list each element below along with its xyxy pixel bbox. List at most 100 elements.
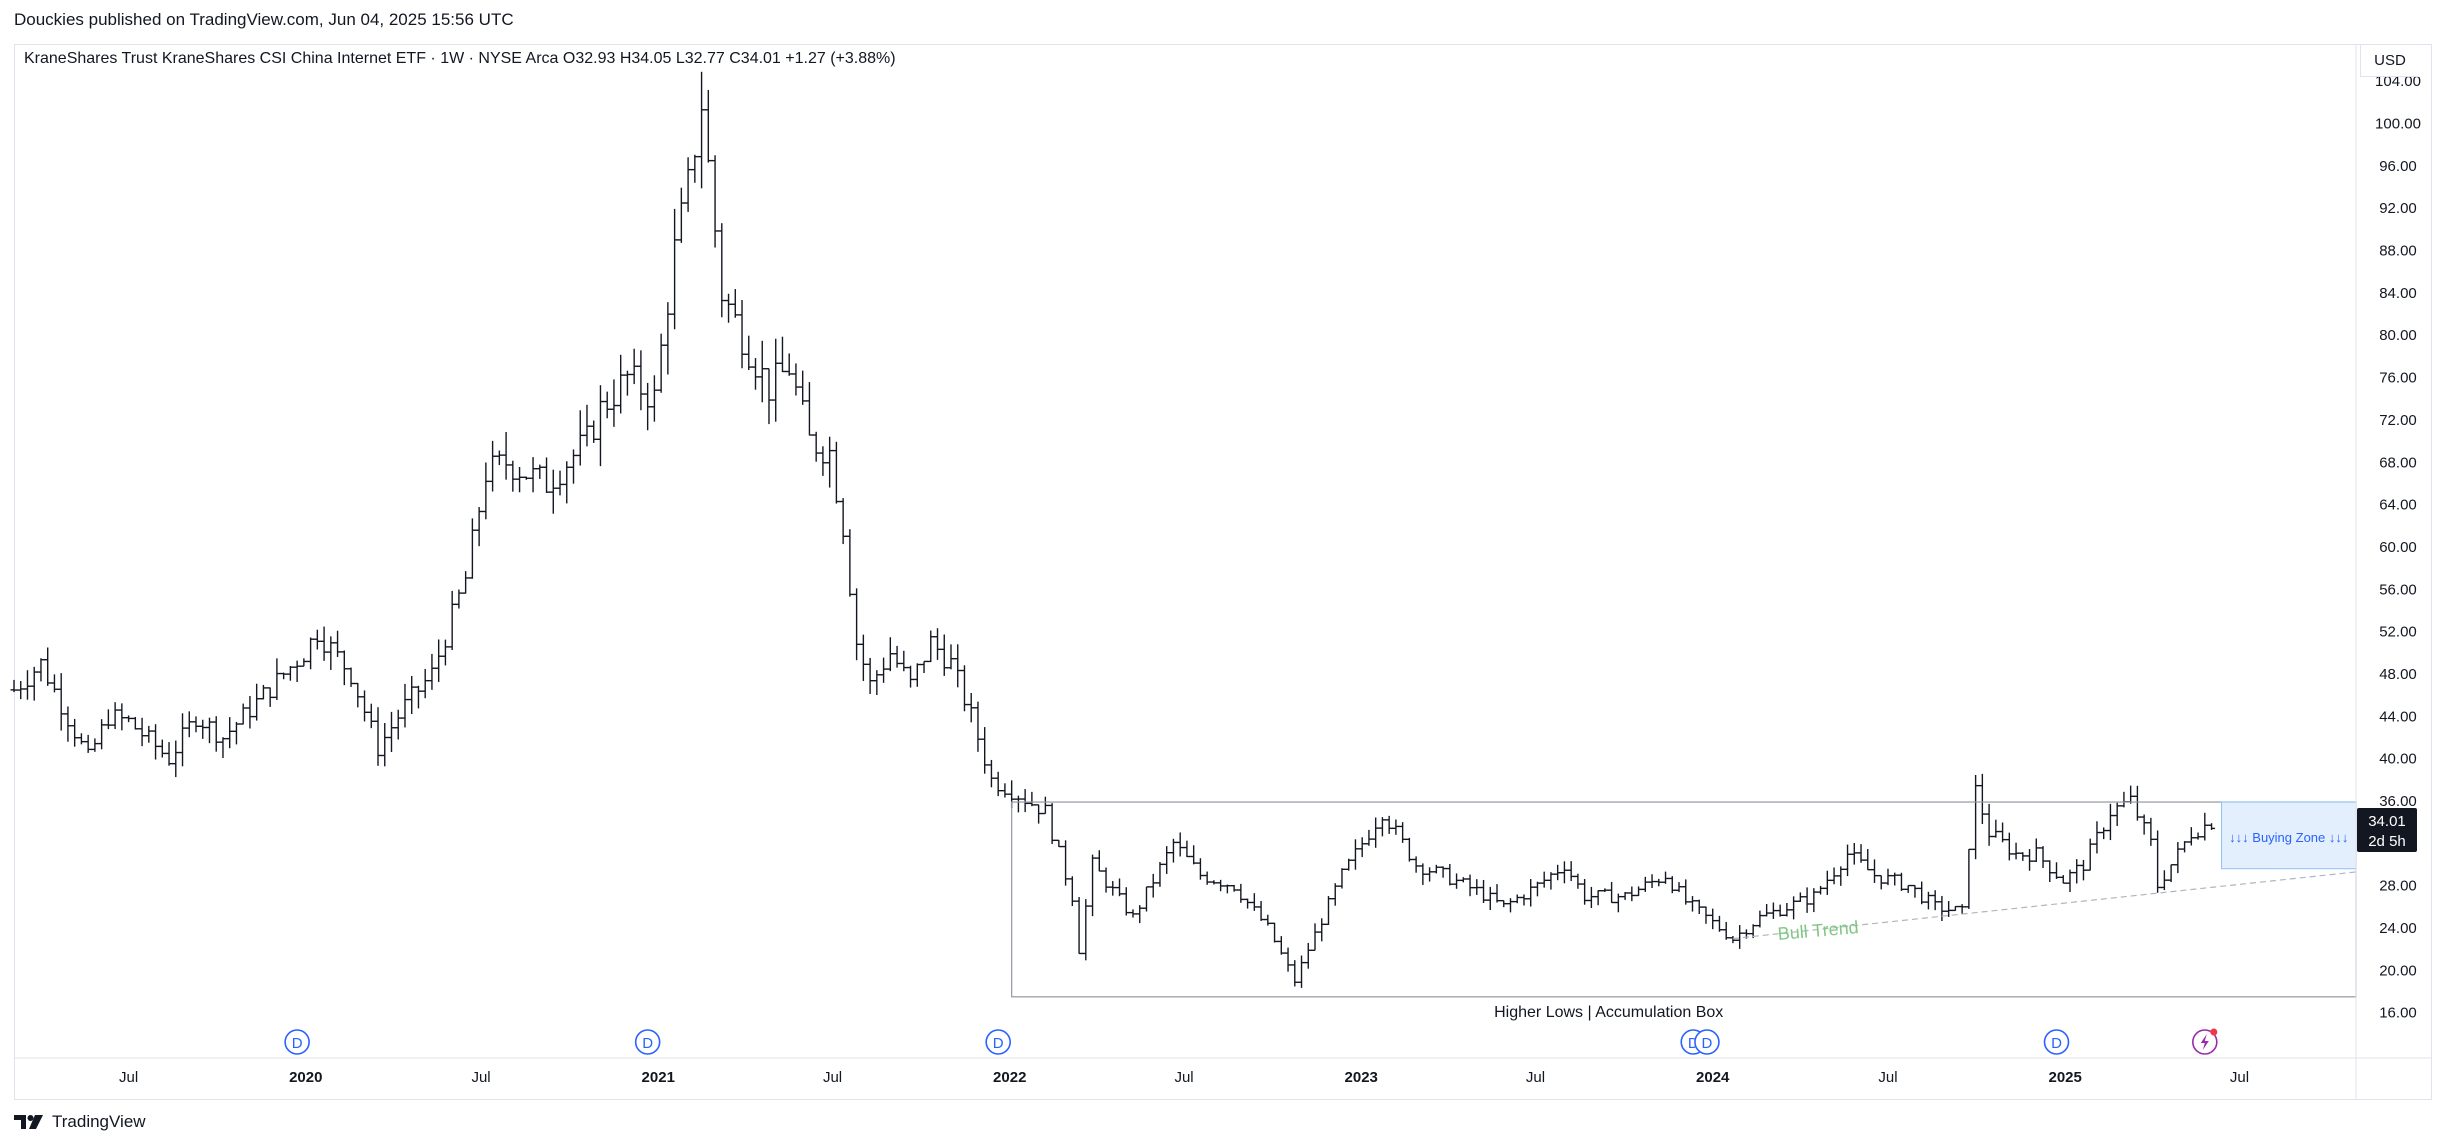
ohlc-bar[interactable] <box>1736 925 1744 949</box>
ohlc-bar[interactable] <box>792 363 800 396</box>
ohlc-bar[interactable] <box>1210 880 1218 885</box>
ohlc-bar[interactable] <box>1055 839 1063 848</box>
ohlc-bar[interactable] <box>1769 902 1777 919</box>
dividend-marker[interactable]: D <box>985 1029 1011 1055</box>
ohlc-bar[interactable] <box>974 701 982 752</box>
ohlc-bar[interactable] <box>300 658 308 667</box>
ohlc-bar[interactable] <box>448 590 456 651</box>
ohlc-bar[interactable] <box>1257 900 1265 921</box>
ohlc-bar[interactable] <box>1715 915 1723 932</box>
ohlc-bar[interactable] <box>1399 822 1407 843</box>
ohlc-bar[interactable] <box>765 368 773 425</box>
ohlc-bar[interactable] <box>1493 884 1501 903</box>
ohlc-bar[interactable] <box>212 716 220 752</box>
ohlc-bar[interactable] <box>1533 881 1541 897</box>
ohlc-bar[interactable] <box>2032 838 2040 862</box>
ohlc-bar[interactable] <box>2066 869 2074 893</box>
ohlc-bar[interactable] <box>1506 898 1514 913</box>
ohlc-bar[interactable] <box>1985 803 1993 846</box>
ohlc-bar[interactable] <box>1378 817 1386 837</box>
ohlc-bar[interactable] <box>1291 960 1299 987</box>
ohlc-bar[interactable] <box>165 742 173 766</box>
ohlc-bar[interactable] <box>596 385 604 467</box>
ohlc-bar[interactable] <box>414 685 422 709</box>
ohlc-bar[interactable] <box>1331 883 1339 906</box>
ohlc-bar[interactable] <box>1109 881 1117 896</box>
ohlc-bar[interactable] <box>677 187 685 243</box>
ohlc-bar[interactable] <box>859 634 867 681</box>
ohlc-bar[interactable] <box>1041 796 1049 815</box>
ohlc-bar[interactable] <box>1385 815 1393 834</box>
ohlc-bar[interactable] <box>1480 879 1488 903</box>
ohlc-bar[interactable] <box>1958 904 1966 915</box>
ohlc-bar[interactable] <box>927 630 935 663</box>
ohlc-bar[interactable] <box>509 460 517 492</box>
ohlc-bar[interactable] <box>401 683 409 728</box>
ohlc-bar[interactable] <box>98 719 106 750</box>
ohlc-bar[interactable] <box>711 155 719 248</box>
ohlc-bar[interactable] <box>1682 879 1690 905</box>
ohlc-bar[interactable] <box>994 771 1002 797</box>
ohlc-bar[interactable] <box>1945 901 1953 917</box>
ohlc-bar[interactable] <box>1924 891 1932 910</box>
ohlc-bar[interactable] <box>37 658 45 682</box>
ohlc-bar[interactable] <box>1068 876 1076 907</box>
dividend-marker[interactable]: D <box>2043 1029 2070 1055</box>
ohlc-bar[interactable] <box>758 340 766 403</box>
ohlc-bar[interactable] <box>2019 852 2027 861</box>
ohlc-bar[interactable] <box>1412 856 1420 873</box>
ohlc-bar[interactable] <box>1156 861 1164 887</box>
ohlc-bar[interactable] <box>603 391 611 419</box>
ohlc-bar[interactable] <box>1432 864 1440 874</box>
ohlc-bar[interactable] <box>610 379 618 427</box>
ohlc-bar[interactable] <box>111 702 119 730</box>
ohlc-bar[interactable] <box>1513 894 1521 904</box>
ohlc-bar[interactable] <box>1082 899 1090 961</box>
ohlc-bar[interactable] <box>1459 877 1467 883</box>
ohlc-bar[interactable] <box>745 335 753 371</box>
ohlc-bar[interactable] <box>691 154 699 183</box>
ohlc-bar[interactable] <box>347 667 355 687</box>
ohlc-bar[interactable] <box>462 571 470 594</box>
ohlc-bar[interactable] <box>1992 819 2000 838</box>
ohlc-bar[interactable] <box>752 358 760 390</box>
ohlc-bar[interactable] <box>1169 838 1177 863</box>
ohlc-bar[interactable] <box>1911 884 1919 898</box>
ohlc-bar[interactable] <box>650 375 658 422</box>
ohlc-bar[interactable] <box>1021 789 1029 813</box>
ohlc-bar[interactable] <box>1028 791 1036 807</box>
ohlc-bar[interactable] <box>1857 844 1865 863</box>
ohlc-bar[interactable] <box>226 717 234 749</box>
ohlc-bar[interactable] <box>259 684 267 700</box>
ohlc-bar[interactable] <box>981 727 989 774</box>
ohlc-bar[interactable] <box>158 739 166 758</box>
ohlc-bar[interactable] <box>1298 955 1306 988</box>
ohlc-bar[interactable] <box>1574 873 1582 889</box>
ohlc-bar[interactable] <box>1486 886 1494 910</box>
ohlc-bar[interactable] <box>455 589 463 609</box>
dividend-marker[interactable]: D <box>634 1029 661 1055</box>
ohlc-bar[interactable] <box>367 703 375 729</box>
ohlc-bar[interactable] <box>1830 867 1838 885</box>
ohlc-bar[interactable] <box>1446 863 1454 886</box>
ohlc-bar[interactable] <box>246 695 254 729</box>
ohlc-bar[interactable] <box>543 457 551 493</box>
ohlc-bar[interactable] <box>1702 906 1710 924</box>
ohlc-bar[interactable] <box>1271 922 1279 943</box>
ohlc-bar[interactable] <box>23 670 31 700</box>
ohlc-bar[interactable] <box>819 446 827 476</box>
ohlc-bar[interactable] <box>17 681 25 700</box>
ohlc-bar[interactable] <box>286 665 294 681</box>
ohlc-bar[interactable] <box>1675 882 1683 893</box>
ohlc-bar[interactable] <box>1176 832 1184 857</box>
ohlc-bar[interactable] <box>1520 894 1528 906</box>
ohlc-bar[interactable] <box>145 725 153 743</box>
ohlc-bar[interactable] <box>1783 903 1791 917</box>
ohlc-bar[interactable] <box>1547 872 1555 890</box>
ohlc-bar[interactable] <box>873 670 881 695</box>
ohlc-bar[interactable] <box>394 709 402 740</box>
ohlc-bar[interactable] <box>1655 878 1663 887</box>
ohlc-bar[interactable] <box>2147 817 2155 846</box>
ohlc-bar[interactable] <box>1358 837 1366 858</box>
ohlc-bar[interactable] <box>468 518 476 579</box>
